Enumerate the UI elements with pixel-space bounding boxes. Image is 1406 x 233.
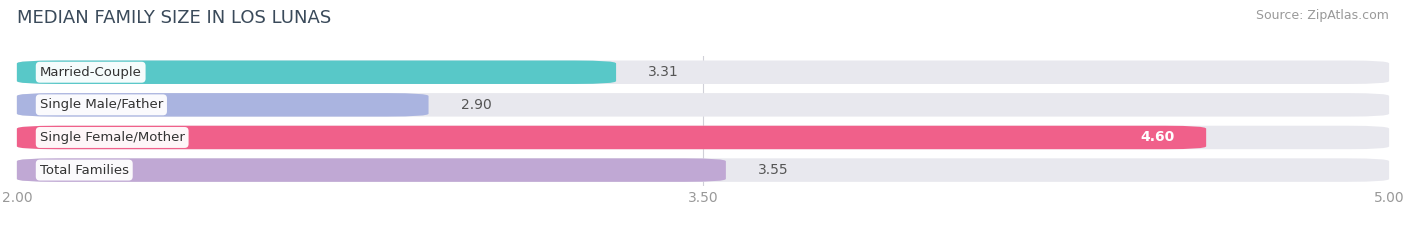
FancyBboxPatch shape bbox=[17, 61, 616, 84]
Text: Single Male/Father: Single Male/Father bbox=[39, 98, 163, 111]
FancyBboxPatch shape bbox=[17, 93, 1389, 116]
Text: 3.55: 3.55 bbox=[758, 163, 789, 177]
FancyBboxPatch shape bbox=[17, 93, 429, 116]
Text: Source: ZipAtlas.com: Source: ZipAtlas.com bbox=[1256, 9, 1389, 22]
Text: 3.31: 3.31 bbox=[648, 65, 679, 79]
FancyBboxPatch shape bbox=[17, 158, 725, 182]
Text: Married-Couple: Married-Couple bbox=[39, 66, 142, 79]
Text: 2.90: 2.90 bbox=[461, 98, 491, 112]
FancyBboxPatch shape bbox=[17, 126, 1389, 149]
Text: Total Families: Total Families bbox=[39, 164, 129, 177]
FancyBboxPatch shape bbox=[17, 126, 1206, 149]
FancyBboxPatch shape bbox=[17, 158, 1389, 182]
Text: MEDIAN FAMILY SIZE IN LOS LUNAS: MEDIAN FAMILY SIZE IN LOS LUNAS bbox=[17, 9, 332, 27]
FancyBboxPatch shape bbox=[17, 61, 1389, 84]
Text: 4.60: 4.60 bbox=[1140, 130, 1174, 144]
Text: Single Female/Mother: Single Female/Mother bbox=[39, 131, 184, 144]
